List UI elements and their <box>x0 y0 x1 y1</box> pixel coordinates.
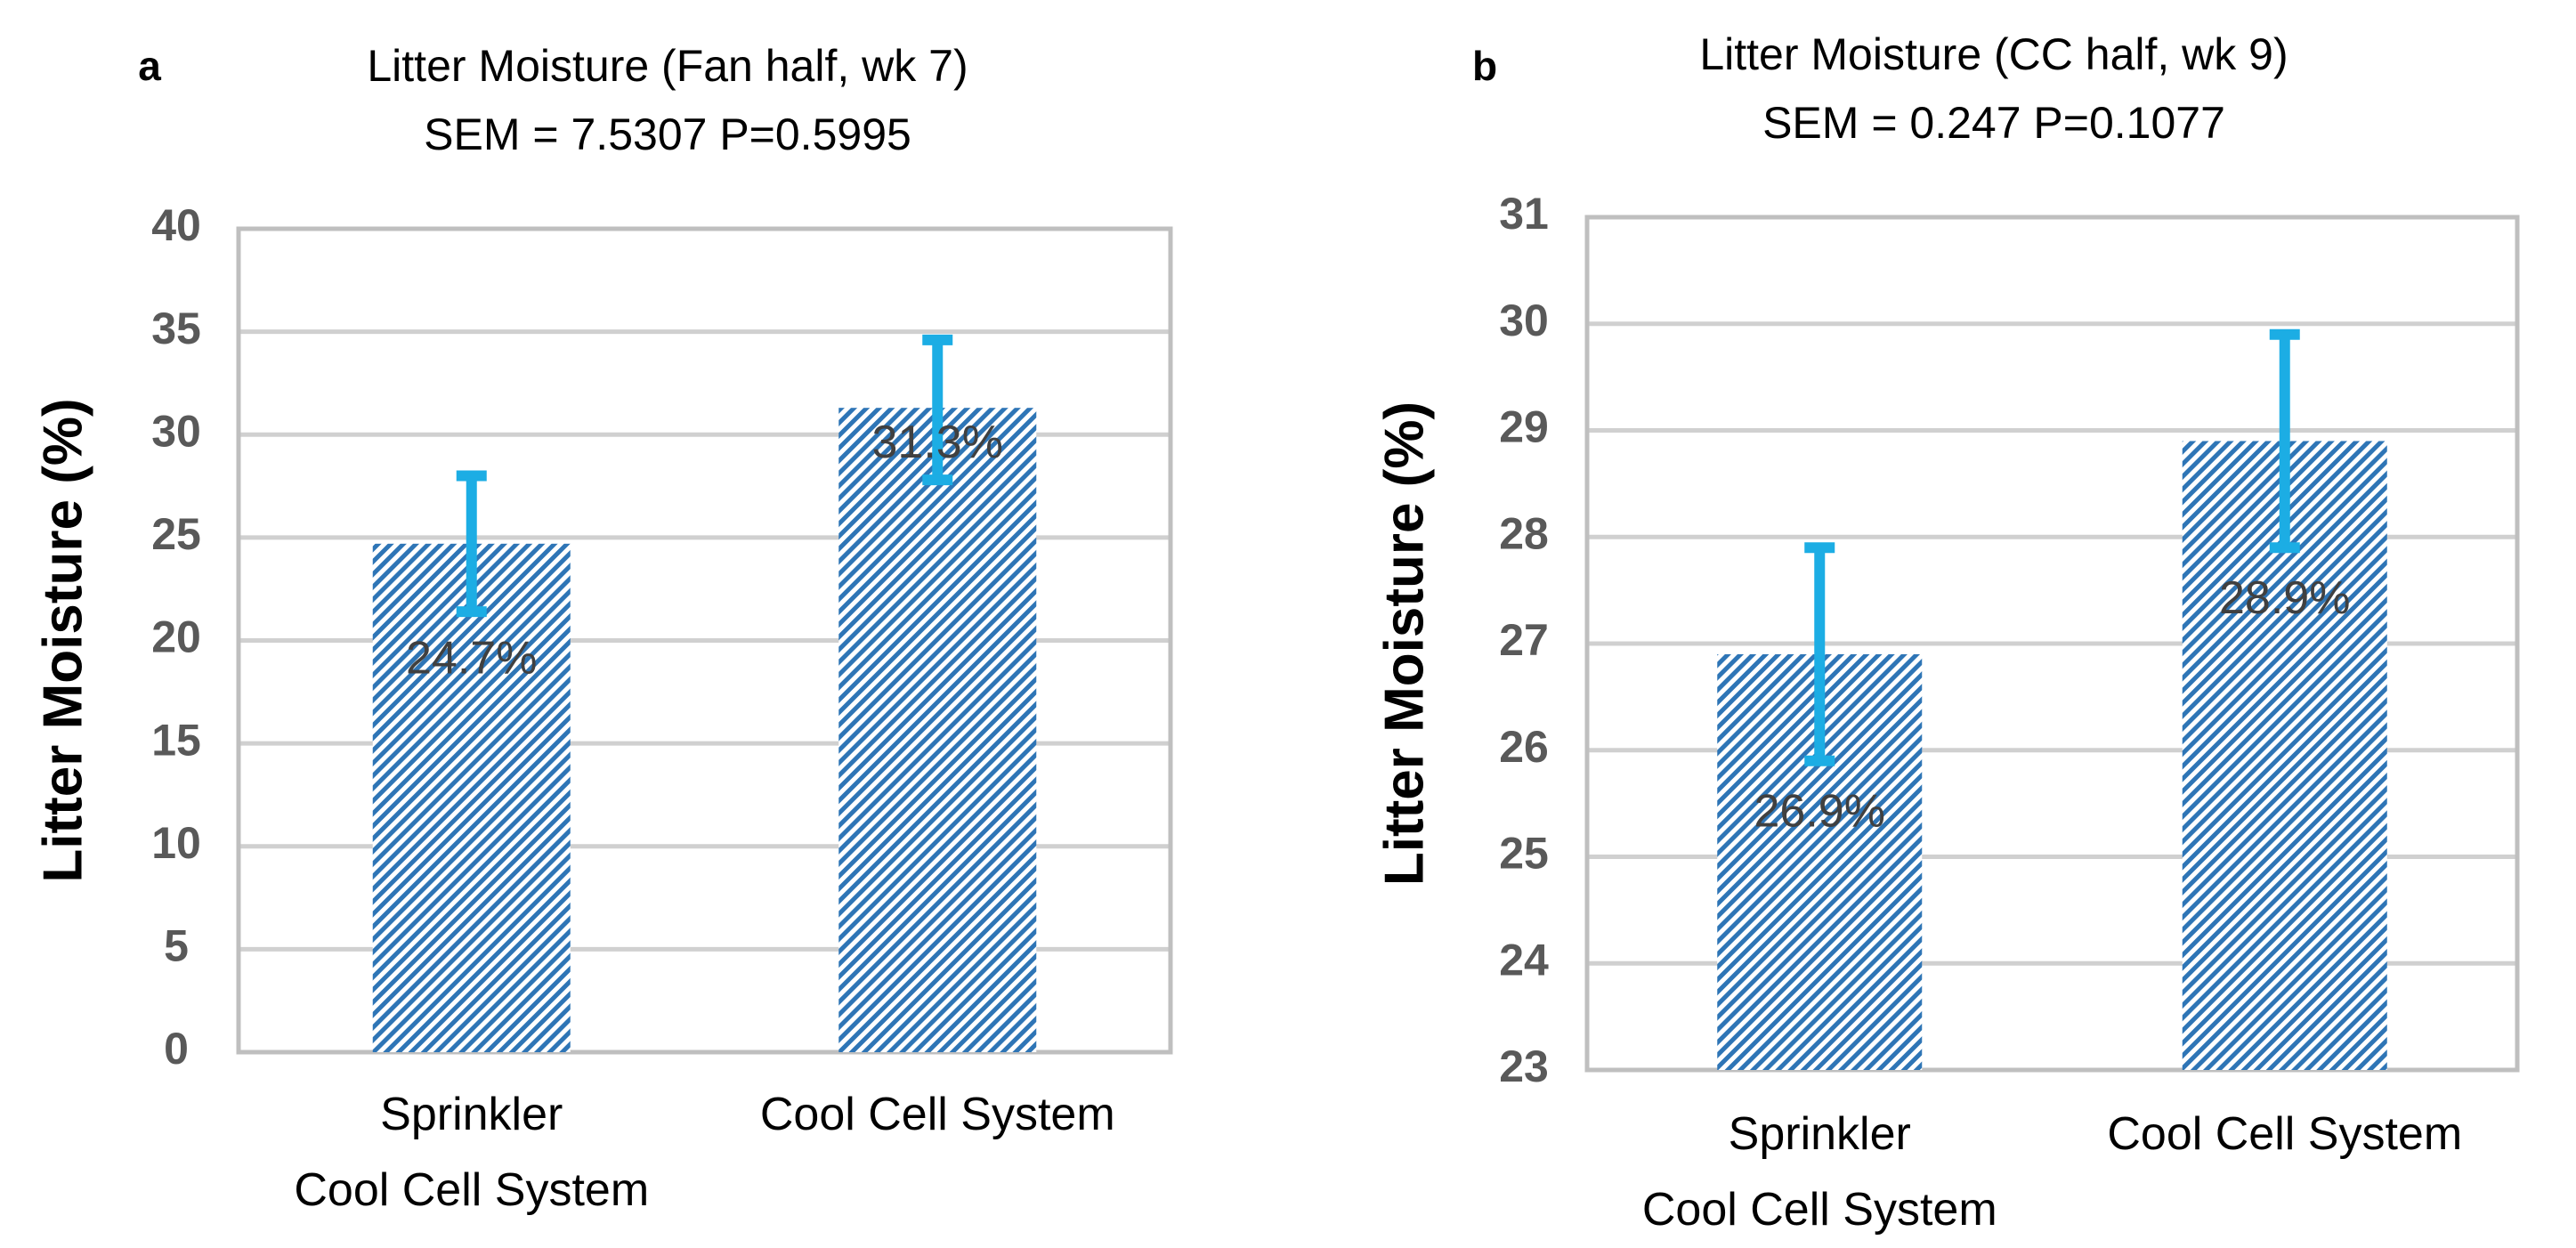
data-label: 28.9% <box>2219 572 2350 624</box>
x-category-label-line: Cool Cell System <box>1642 1184 1997 1236</box>
error-bar <box>456 470 487 618</box>
y-tick-label: 24 <box>1499 935 1549 985</box>
y-tick-label: 31 <box>1499 189 1549 239</box>
x-category-label: Cool Cell System <box>2107 1108 2462 1160</box>
y-tick-label: 5 <box>164 921 189 971</box>
y-tick-label: 0 <box>164 1024 189 1074</box>
chart-subtitle: SEM = 0.247 P=0.1077 <box>1762 98 2225 148</box>
y-axis-label: Litter Moisture (%) <box>1373 401 1435 886</box>
y-tick-label: 25 <box>1499 829 1549 879</box>
chart-subtitle: SEM = 7.5307 P=0.5995 <box>424 109 911 159</box>
chart-title: Litter Moisture (Fan half, wk 7) <box>367 41 968 91</box>
y-tick-label: 10 <box>151 818 201 868</box>
y-tick-label: 15 <box>151 715 201 765</box>
x-category-label: Sprinkler Cool Cell System <box>1642 1108 1997 1236</box>
y-tick-label: 28 <box>1499 508 1549 558</box>
y-tick-label: 20 <box>151 612 201 662</box>
data-label: 31.3% <box>872 417 1003 468</box>
y-tick-label: 27 <box>1499 615 1549 665</box>
x-category-label-line: Sprinkler <box>1729 1108 1911 1160</box>
y-tick-label: 23 <box>1499 1041 1549 1091</box>
panel-letter: b <box>1472 43 1497 89</box>
error-bar <box>1804 542 1835 766</box>
x-category-label-line: Cool Cell System <box>2107 1108 2462 1160</box>
y-tick-label: 30 <box>151 406 201 456</box>
error-bar <box>922 334 953 486</box>
x-category-label: Sprinkler Cool Cell System <box>294 1089 649 1216</box>
x-category-label-line: Cool Cell System <box>760 1089 1115 1140</box>
chart-panel-b: b Litter Moisture (CC half, wk 9) SEM = 0.… <box>1373 29 2520 1236</box>
x-category-label-line: Sprinkler <box>380 1089 563 1140</box>
y-tick-label: 35 <box>151 304 201 353</box>
y-axis-label: Litter Moisture (%) <box>32 398 93 882</box>
chart-panel-a: a Litter Moisture (Fan half, wk 7) SEM = 7… <box>32 41 1173 1216</box>
data-label: 26.9% <box>1754 786 1885 838</box>
y-tick-label: 25 <box>151 509 201 559</box>
error-bar <box>2269 328 2300 554</box>
x-category-label-line: Cool Cell System <box>294 1164 649 1216</box>
y-tick-label: 40 <box>151 200 201 250</box>
plot-area-frame <box>1584 215 2520 1073</box>
bar <box>838 408 1037 1052</box>
y-tick-label: 30 <box>1499 296 1549 345</box>
y-tick-label: 29 <box>1499 402 1549 452</box>
bar <box>372 543 571 1052</box>
chart-title: Litter Moisture (CC half, wk 9) <box>1699 29 2288 79</box>
data-label: 24.7% <box>406 633 537 685</box>
x-category-label: Cool Cell System <box>760 1089 1115 1140</box>
plot-area-frame <box>236 226 1173 1055</box>
y-tick-label: 26 <box>1499 722 1549 772</box>
panel-letter: a <box>138 43 161 89</box>
